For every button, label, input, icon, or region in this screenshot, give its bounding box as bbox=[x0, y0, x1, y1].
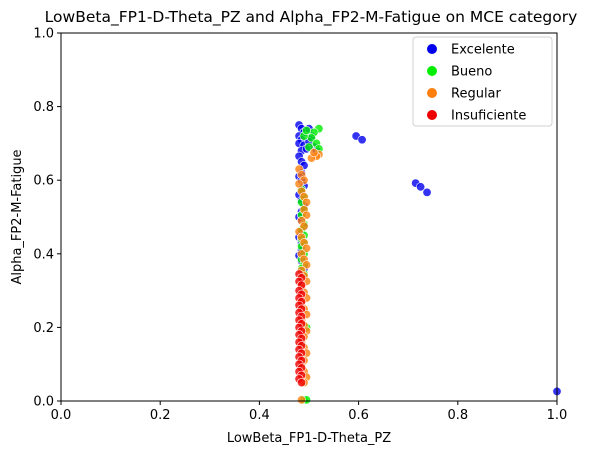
y-tick-label: 0.0 bbox=[33, 395, 54, 410]
plot-frame bbox=[60, 32, 558, 402]
y-tick-label: 0.2 bbox=[33, 321, 54, 336]
legend-label: Insuficiente bbox=[451, 109, 526, 124]
legend-box bbox=[412, 36, 553, 127]
x-axis: 0.0 0.2 0.4 0.6 0.8 1.0 bbox=[51, 401, 568, 423]
y-axis: 0.0 0.2 0.4 0.6 0.8 1.0 bbox=[33, 27, 61, 410]
chart-title: LowBeta_FP1-D-Theta_PZ and Alpha_FP2-M-F… bbox=[45, 8, 578, 27]
x-tick-label: 0.0 bbox=[51, 408, 72, 423]
data-point bbox=[302, 126, 312, 136]
y-axis-label: Alpha_FP2-M-Fatigue bbox=[10, 149, 25, 284]
x-axis-label: LowBeta_FP1-D-Theta_PZ bbox=[227, 431, 391, 446]
legend-marker bbox=[427, 44, 437, 54]
data-point bbox=[309, 148, 319, 158]
x-tick-label: 0.8 bbox=[447, 408, 468, 423]
data-point bbox=[297, 378, 307, 388]
data-point bbox=[297, 395, 307, 405]
x-tick-label: 0.4 bbox=[249, 408, 270, 423]
legend-marker bbox=[427, 66, 437, 76]
legend-marker bbox=[427, 88, 437, 98]
legend: Excelente Bueno Regular Insuficiente bbox=[412, 36, 553, 127]
x-tick-label: 1.0 bbox=[547, 408, 568, 423]
y-tick-label: 0.4 bbox=[33, 247, 54, 262]
legend-label: Bueno bbox=[451, 65, 492, 80]
y-tick-label: 1.0 bbox=[33, 27, 54, 42]
points-layer bbox=[294, 120, 562, 405]
x-tick-label: 0.2 bbox=[150, 408, 171, 423]
data-point bbox=[422, 187, 432, 197]
data-point bbox=[416, 182, 426, 192]
x-tick-label: 0.6 bbox=[348, 408, 369, 423]
y-tick-label: 0.6 bbox=[33, 174, 54, 189]
data-point bbox=[357, 135, 367, 145]
legend-label: Excelente bbox=[451, 43, 515, 58]
legend-marker bbox=[427, 110, 437, 120]
legend-label: Regular bbox=[451, 87, 502, 102]
y-tick-label: 0.8 bbox=[33, 100, 54, 115]
